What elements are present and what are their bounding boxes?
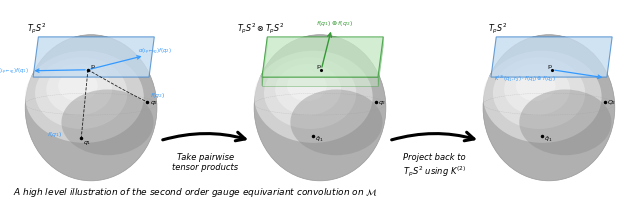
Ellipse shape <box>519 89 611 155</box>
Ellipse shape <box>483 35 615 181</box>
Ellipse shape <box>25 51 144 143</box>
Polygon shape <box>262 77 378 86</box>
Polygon shape <box>262 37 268 86</box>
Text: $q_1$: $q_1$ <box>83 138 92 147</box>
Polygon shape <box>262 37 383 77</box>
Text: $f(q_1) \otimes f(q_2)$: $f(q_1) \otimes f(q_2)$ <box>316 19 353 28</box>
Text: $\alpha(\iota_{p\leftarrow q_1})f(q_1)$: $\alpha(\iota_{p\leftarrow q_1})f(q_1)$ <box>0 66 28 77</box>
Text: Take pairwise
tensor products: Take pairwise tensor products <box>172 153 239 172</box>
Text: $\hat{q}_1$: $\hat{q}_1$ <box>543 134 552 144</box>
Ellipse shape <box>46 64 112 115</box>
Text: $f(q_2)$: $f(q_2)$ <box>150 91 165 100</box>
Text: $\alpha(\iota_{p\leftarrow q_2})f(q_2)$: $\alpha(\iota_{p\leftarrow q_2})f(q_2)$ <box>138 47 172 58</box>
Text: $\hat{q}_1$: $\hat{q}_1$ <box>315 134 323 144</box>
Text: $T_pS^2 \otimes T_pS^2$: $T_pS^2 \otimes T_pS^2$ <box>237 21 285 36</box>
Text: Project back to
$T_pS^2$ using $K^{(2)}$: Project back to $T_pS^2$ using $K^{(2)}$ <box>403 153 466 179</box>
Ellipse shape <box>61 89 154 155</box>
Polygon shape <box>378 37 383 86</box>
Text: A high level illustration of the second order gauge equivariant convolution on $: A high level illustration of the second … <box>13 186 378 199</box>
Ellipse shape <box>264 57 356 129</box>
Polygon shape <box>33 37 154 77</box>
Text: $\mathrm{p}$: $\mathrm{p}$ <box>547 63 553 71</box>
Text: $T_pS^2$: $T_pS^2$ <box>27 21 46 36</box>
Text: $T_pS^2$: $T_pS^2$ <box>488 21 508 36</box>
Polygon shape <box>491 37 612 77</box>
Ellipse shape <box>287 70 326 101</box>
Ellipse shape <box>504 64 570 115</box>
Ellipse shape <box>516 70 556 101</box>
Text: $\mathrm{p}$: $\mathrm{p}$ <box>316 63 322 71</box>
Ellipse shape <box>58 70 98 101</box>
Text: $q_2$: $q_2$ <box>150 99 159 107</box>
Ellipse shape <box>483 51 602 143</box>
Text: $\mathrm{p}$: $\mathrm{p}$ <box>90 63 95 71</box>
Ellipse shape <box>275 64 341 115</box>
Ellipse shape <box>25 35 157 181</box>
Ellipse shape <box>254 51 372 143</box>
Text: $K^{(2)}(q_1,r_2)\cdot f(q_1)\otimes f(q_2)$: $K^{(2)}(q_1,r_2)\cdot f(q_1)\otimes f(q… <box>494 74 556 84</box>
Ellipse shape <box>35 57 127 129</box>
Text: $q_2$: $q_2$ <box>378 99 387 107</box>
Text: $Q_2$: $Q_2$ <box>607 98 617 107</box>
Text: $f(q_1)$: $f(q_1)$ <box>47 130 62 139</box>
Ellipse shape <box>493 57 585 129</box>
Ellipse shape <box>291 89 383 155</box>
Ellipse shape <box>254 35 386 181</box>
